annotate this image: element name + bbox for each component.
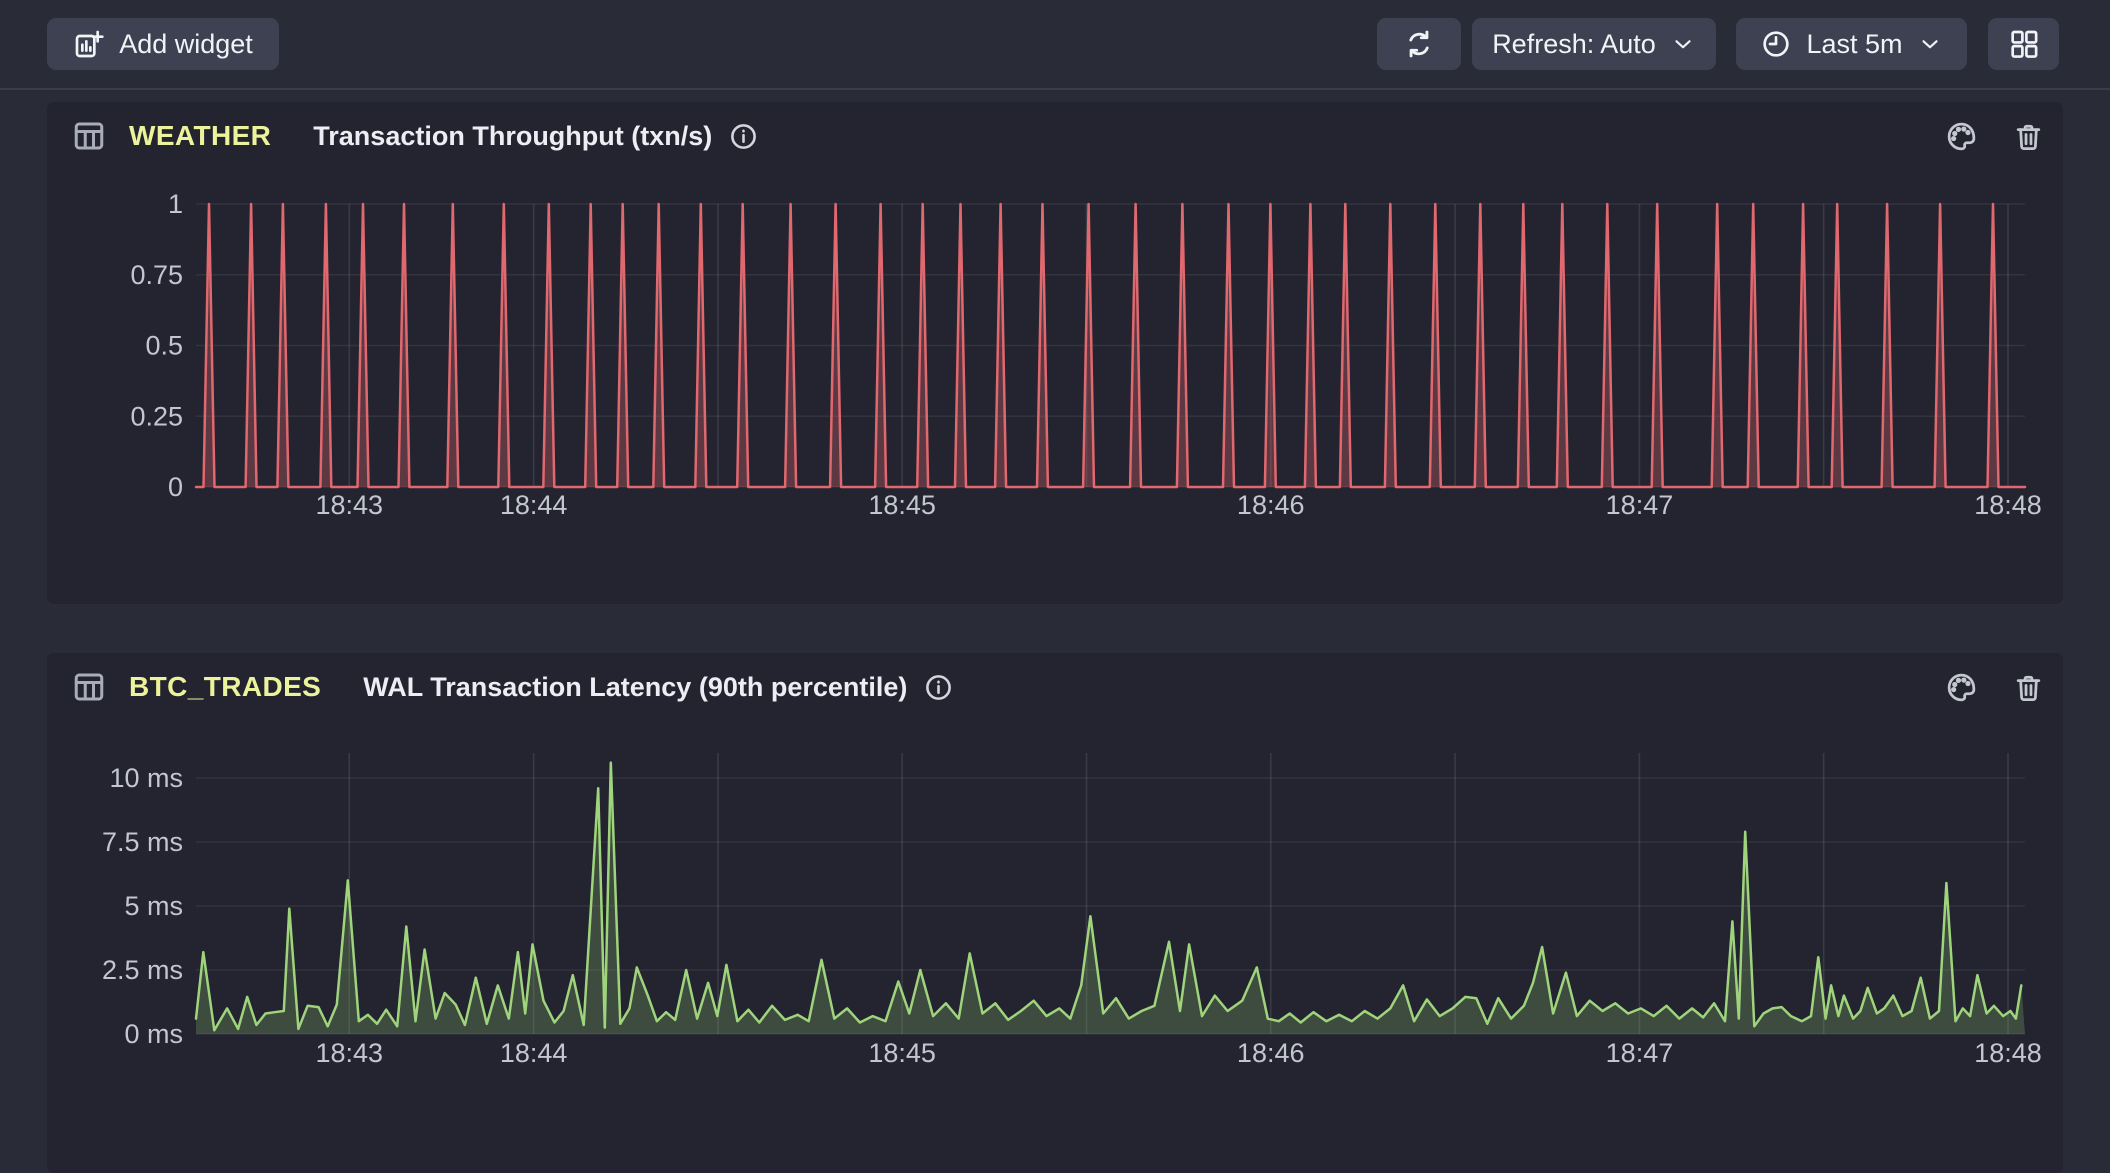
palette-icon[interactable] [1945, 120, 1978, 153]
panel-header: WEATHER Transaction Throughput (txn/s) [47, 112, 2063, 160]
svg-text:18:47: 18:47 [1606, 490, 1674, 520]
panel-title: WAL Transaction Latency (90th percentile… [363, 671, 908, 702]
svg-text:18:43: 18:43 [315, 1038, 383, 1068]
svg-text:10 ms: 10 ms [109, 763, 183, 793]
trash-icon[interactable] [2012, 671, 2045, 704]
svg-text:0.5: 0.5 [145, 331, 183, 361]
panel-title: Transaction Throughput (txn/s) [313, 120, 713, 151]
svg-text:18:43: 18:43 [315, 490, 383, 520]
svg-text:18:47: 18:47 [1606, 1038, 1674, 1068]
widget-panel-throughput: WEATHER Transaction Throughput (txn/s) [47, 102, 2063, 604]
chevron-down-icon [1670, 31, 1696, 57]
svg-text:18:48: 18:48 [1974, 490, 2042, 520]
svg-text:18:44: 18:44 [500, 1038, 568, 1068]
svg-text:0.75: 0.75 [130, 260, 183, 290]
layout-grid-button[interactable] [1988, 18, 2059, 70]
time-range-label: Last 5m [1806, 28, 1903, 59]
svg-text:0 ms: 0 ms [124, 1019, 183, 1049]
svg-text:18:44: 18:44 [500, 490, 568, 520]
svg-text:2.5 ms: 2.5 ms [102, 955, 183, 985]
time-range-dropdown[interactable]: Last 5m [1736, 18, 1967, 70]
svg-text:18:45: 18:45 [868, 490, 936, 520]
trash-icon[interactable] [2012, 120, 2045, 153]
throughput-chart[interactable]: 1 0.75 0.5 0.25 0 18:43 18:44 18:45 18:46 18:47 18… [47, 102, 2063, 604]
add-widget-label: Add widget [119, 28, 253, 59]
widget-panel-latency: BTC_TRADES WAL Transaction Latency (90th… [47, 653, 2063, 1173]
refresh-mode-label: Refresh: Auto [1492, 28, 1656, 59]
toolbar: Add widget Refresh: Auto Last 5m [0, 0, 2110, 90]
panel-header: BTC_TRADES WAL Transaction Latency (90th… [47, 663, 2063, 711]
svg-text:18:46: 18:46 [1237, 490, 1305, 520]
svg-text:18:48: 18:48 [1974, 1038, 2042, 1068]
table-icon [71, 118, 107, 154]
svg-text:0.25: 0.25 [130, 401, 183, 431]
latency-chart[interactable]: 10 ms 7.5 ms 5 ms 2.5 ms 0 ms 18:43 18:44 18:45… [47, 653, 2063, 1173]
table-icon [71, 669, 107, 705]
svg-text:7.5 ms: 7.5 ms [102, 827, 183, 857]
info-icon[interactable] [728, 121, 759, 152]
refresh-now-button[interactable] [1377, 18, 1461, 70]
table-name: WEATHER [129, 120, 272, 151]
add-widget-button[interactable]: Add widget [47, 18, 279, 70]
info-icon[interactable] [923, 672, 954, 703]
palette-icon[interactable] [1945, 671, 1978, 704]
svg-text:18:45: 18:45 [868, 1038, 936, 1068]
table-name: BTC_TRADES [129, 671, 322, 702]
add-widget-icon [73, 28, 105, 60]
svg-text:1: 1 [168, 189, 183, 219]
refresh-icon [1402, 27, 1436, 61]
grid-layout-icon [2008, 28, 2040, 60]
svg-text:0: 0 [168, 472, 183, 502]
refresh-mode-dropdown[interactable]: Refresh: Auto [1472, 18, 1716, 70]
svg-text:18:46: 18:46 [1237, 1038, 1305, 1068]
chevron-down-icon [1917, 31, 1943, 57]
svg-text:5 ms: 5 ms [124, 891, 183, 921]
clock-icon [1760, 28, 1792, 60]
